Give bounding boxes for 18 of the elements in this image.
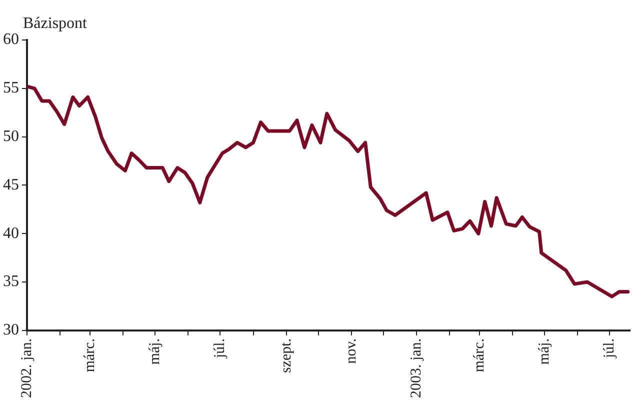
y-tick-label: 30 bbox=[3, 322, 19, 339]
y-tick-label: 60 bbox=[3, 31, 19, 48]
y-tick-label: 45 bbox=[3, 176, 19, 194]
x-tick-label: júl. bbox=[212, 338, 228, 360]
x-tick-label: márc. bbox=[471, 338, 488, 372]
y-tick-label: 40 bbox=[3, 224, 19, 242]
x-tick-label: máj. bbox=[536, 338, 553, 365]
x-tick-label: 2003. jan. bbox=[408, 338, 424, 398]
y-tick-label: 35 bbox=[3, 273, 19, 290]
x-tick-label: márc. bbox=[82, 338, 98, 372]
x-tick-label: 2002. jan. bbox=[18, 338, 35, 398]
x-tick-label: nov. bbox=[343, 338, 360, 364]
y-axis-title: Bázispont bbox=[23, 15, 88, 32]
y-tick-label: 50 bbox=[3, 128, 19, 146]
x-tick-label: szept. bbox=[278, 338, 294, 374]
x-tick-label: júl. bbox=[602, 338, 618, 360]
y-tick-label: 55 bbox=[3, 80, 19, 97]
x-tick-label: máj. bbox=[147, 338, 164, 365]
